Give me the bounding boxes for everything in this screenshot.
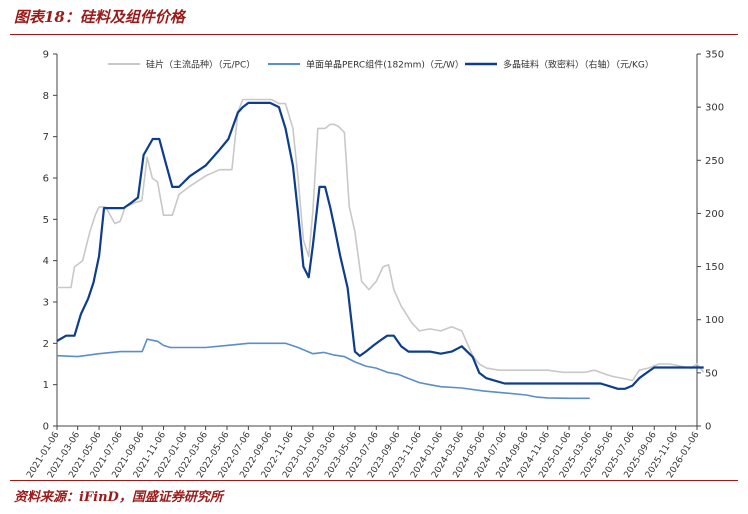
y-left-tick-label: 8 [43,91,49,102]
y-left-tick-label: 9 [43,50,49,61]
y-left-tick-label: 0 [43,422,49,433]
legend-label-2: 多晶硅料（致密料）（右轴）（元/KG） [503,59,654,71]
y-right-tick-label: 250 [705,156,724,167]
y-right-tick-label: 200 [705,209,724,220]
title-rule [10,34,738,35]
series-line-2 [56,101,704,390]
y-right-tick-label: 0 [705,422,711,433]
y-right-tick-label: 300 [705,103,724,114]
y-left-tick-label: 2 [43,339,49,350]
y-left-tick-label: 7 [43,132,49,143]
y-right-tick-label: 100 [705,315,724,326]
y-left-tick-label: 1 [43,380,49,391]
chart-legend: 硅片（主流品种）（元/PC） 单面单晶PERC组件(182mm)（元/W） 多晶硅料… [108,59,654,71]
series-line-1 [56,338,590,400]
chart-axes: 01234567890501001502002503003502021-01-0… [25,50,724,480]
y-left-tick-label: 5 [43,215,49,226]
y-right-tick-label: 50 [705,368,718,379]
source-note: 资料来源：iFinD，国盛证券研究所 [14,490,223,505]
y-left-tick-label: 3 [43,298,49,309]
legend-label-1: 单面单晶PERC组件(182mm)（元/W） [306,59,464,71]
y-right-tick-label: 150 [705,262,724,273]
series-layer [56,98,705,400]
legend-label-0: 硅片（主流品种）（元/PC） [146,59,255,71]
source-rule [10,480,738,481]
y-right-tick-label: 350 [705,50,724,61]
y-left-tick-label: 4 [43,256,49,267]
series-line-0 [57,98,705,382]
y-left-tick-label: 6 [43,174,49,185]
figure-title: 图表18：硅料及组件价格 [14,8,185,26]
